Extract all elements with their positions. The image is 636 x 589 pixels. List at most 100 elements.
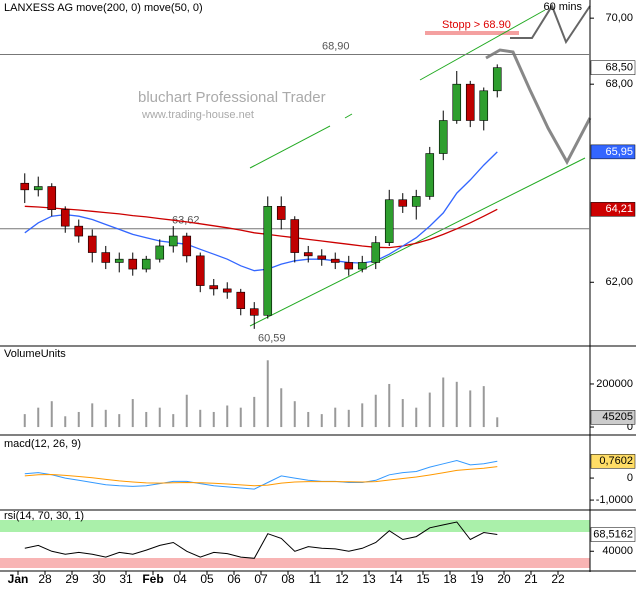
candle-body — [249, 308, 259, 316]
candle-body — [114, 258, 124, 263]
series-line — [24, 466, 498, 487]
volume-bar — [455, 381, 458, 428]
volume-bar — [77, 411, 80, 428]
y-tick-label: 62,00 — [605, 276, 633, 288]
candle-body — [398, 199, 408, 207]
volume-bar — [185, 394, 188, 428]
volume-bar — [482, 386, 485, 428]
candle-body — [317, 255, 327, 260]
value-box — [590, 202, 636, 217]
volume-bar — [104, 409, 107, 428]
stop-band — [425, 31, 519, 35]
candle-body — [74, 225, 84, 237]
volume-bar — [388, 383, 391, 428]
value-box — [590, 454, 636, 469]
x-tick-label: Jan — [8, 572, 29, 586]
candle-body — [141, 258, 151, 270]
volume-bar — [131, 399, 134, 428]
volume-bar — [158, 407, 161, 428]
candle-body — [20, 182, 30, 191]
value-box-label: 65,95 — [605, 146, 633, 158]
volume-bar — [320, 414, 323, 428]
x-tick-label: 14 — [389, 572, 403, 586]
candle-body — [438, 120, 448, 154]
volume-bar — [212, 411, 215, 428]
volume-bar — [239, 407, 242, 428]
volume-bar — [226, 405, 229, 428]
volume-bar — [307, 411, 310, 428]
candle-body — [465, 83, 475, 121]
series-line — [24, 205, 498, 249]
x-tick-label: Feb — [142, 572, 163, 586]
x-tick-label: 11 — [309, 572, 322, 586]
candle-body — [222, 288, 232, 293]
x-tick-label: 06 — [227, 572, 241, 586]
volume-bar — [50, 401, 53, 428]
x-tick-label: 28 — [38, 572, 52, 586]
candle-body — [344, 262, 354, 270]
candle-body — [411, 196, 421, 207]
y-tick-label: 70,00 — [605, 12, 633, 24]
value-box-label: 0,7602 — [599, 455, 633, 467]
value-box — [590, 144, 636, 160]
candle-body — [479, 90, 489, 121]
x-tick-label: 04 — [173, 572, 187, 586]
x-tick-label: 05 — [200, 572, 214, 586]
volume-bar — [172, 414, 175, 428]
panel-title: macd(12, 26, 9) — [4, 438, 81, 450]
chart-title: LANXESS AG move(200, 0) move(50, 0) — [4, 2, 203, 14]
candle-body — [87, 235, 97, 253]
y-tick-label: 0 — [627, 472, 633, 484]
value-box — [590, 410, 636, 425]
candle-body — [209, 285, 219, 290]
volume-bar — [253, 396, 256, 428]
trend-line — [419, 9, 546, 81]
candle-body — [47, 186, 57, 210]
volume-bar — [118, 414, 121, 428]
level-label: 68,90 — [322, 40, 350, 52]
y-tick-label: 40000 — [602, 545, 633, 557]
candle-body — [492, 67, 502, 92]
volume-bar — [374, 394, 377, 428]
candle-body — [168, 235, 178, 247]
candle-body — [155, 245, 165, 260]
candle-body — [303, 252, 313, 257]
y-tick-label: 0 — [627, 421, 633, 433]
trend-line — [344, 113, 353, 119]
y-tick-label: 200000 — [596, 378, 633, 390]
candle-body — [357, 262, 367, 270]
candle-body — [236, 291, 246, 309]
x-tick-label: 22 — [551, 572, 565, 586]
candle-body — [263, 206, 273, 316]
x-tick-label: 12 — [335, 572, 349, 586]
value-box-label: 45205 — [602, 411, 633, 423]
candle-body — [128, 258, 138, 270]
y-tick-label: 68,00 — [605, 78, 633, 90]
volume-bar — [361, 403, 364, 428]
panel-title: rsi(14, 70, 30, 1) — [4, 510, 84, 522]
x-tick-label: 31 — [119, 572, 133, 586]
value-box — [590, 527, 636, 542]
volume-bar — [415, 407, 418, 428]
volume-bar — [401, 399, 404, 428]
rsi-oversold-band — [0, 558, 590, 568]
value-box — [590, 60, 636, 75]
candle-body — [60, 209, 70, 227]
volume-bar — [37, 407, 40, 428]
series-line — [24, 151, 498, 272]
volume-bar — [64, 416, 67, 428]
candle-body — [182, 235, 192, 257]
watermark-url: www.trading-house.net — [141, 109, 254, 121]
volume-bar — [145, 411, 148, 428]
volume-bar — [334, 407, 337, 428]
trend-line — [249, 157, 586, 327]
watermark: bluchart Professional Trader — [138, 89, 326, 106]
panel-title: VolumeUnits — [4, 348, 66, 360]
candle-body — [384, 199, 394, 243]
projection — [510, 3, 591, 45]
x-tick-label: 07 — [254, 572, 268, 586]
series-line — [24, 521, 498, 559]
x-tick-label: 19 — [470, 572, 484, 586]
